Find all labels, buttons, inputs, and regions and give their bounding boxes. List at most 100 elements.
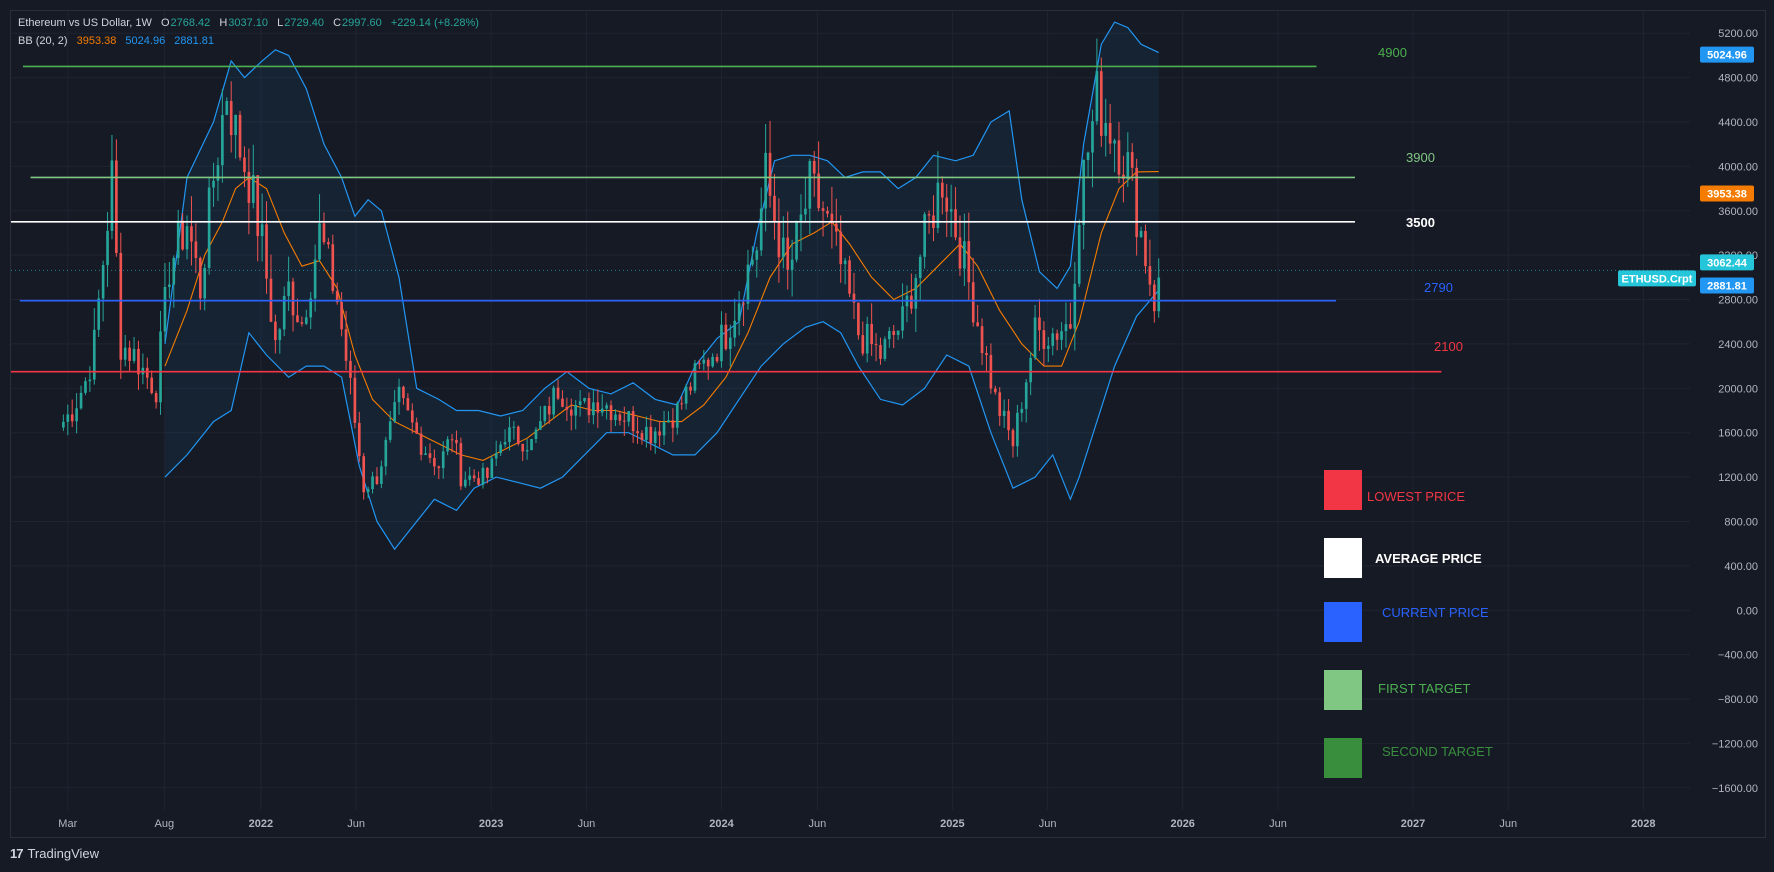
candle-body <box>1077 224 1081 284</box>
symbol-title[interactable]: Ethereum vs US Dollar, 1W <box>18 17 152 29</box>
candle-body <box>203 267 207 299</box>
candle-body <box>243 157 246 173</box>
candle-body <box>1099 71 1103 136</box>
candle-body <box>190 226 193 242</box>
candle-body <box>901 306 904 331</box>
candle-body <box>1016 412 1019 447</box>
candle-body <box>1148 266 1152 285</box>
candle-body <box>349 360 352 378</box>
candle-body <box>675 403 679 428</box>
candle-body <box>1064 324 1068 332</box>
candle-body <box>976 322 979 327</box>
candle-body <box>1104 122 1108 136</box>
candle-body <box>110 160 114 231</box>
candle-body <box>296 315 299 323</box>
candle-body <box>216 165 220 181</box>
x-tick-label: 2023 <box>479 818 503 830</box>
candle-body <box>605 405 608 409</box>
badge-bb-basis: 3953.38 <box>1707 189 1747 201</box>
candle-body <box>508 427 511 443</box>
candle-body <box>1007 410 1010 431</box>
legend-swatch-average <box>1324 538 1362 578</box>
x-tick-label: 2024 <box>709 818 734 830</box>
candle-body <box>486 467 489 478</box>
x-tick-label: 2028 <box>1631 818 1655 830</box>
badge-last-price-bg <box>1700 254 1754 271</box>
candle-body <box>600 408 604 413</box>
candle-body <box>181 220 184 250</box>
candle-body <box>494 452 498 459</box>
candle-body <box>543 406 547 422</box>
x-tick-label: 2025 <box>940 818 964 830</box>
candle-body <box>821 208 825 211</box>
candle-body <box>362 456 366 493</box>
candle-body <box>79 392 83 409</box>
candle-body <box>918 256 922 278</box>
y-tick-label: 0.00 <box>1737 605 1758 617</box>
candle-body <box>671 420 675 428</box>
candle-body <box>119 252 123 360</box>
candle-body <box>539 421 542 430</box>
candle-body <box>609 405 613 421</box>
candle-body <box>830 213 834 224</box>
close-value: 2997.60 <box>342 17 382 29</box>
candle-body <box>274 321 277 341</box>
chart-header: Ethereum vs US Dollar, 1W O2768.42 H3037… <box>18 17 485 29</box>
candle-body <box>764 152 767 209</box>
bb-lower-line <box>164 290 1160 551</box>
candle-body <box>1091 121 1094 153</box>
x-tick-label: Mar <box>58 818 77 830</box>
candle-body <box>689 386 692 391</box>
candle-body <box>472 475 476 479</box>
candle-body <box>698 363 701 365</box>
tradingview-brand[interactable]: 17 TradingView <box>10 846 99 861</box>
candle-body <box>247 172 251 203</box>
candle-body <box>137 348 140 375</box>
candle-body <box>574 405 578 416</box>
candle-body <box>812 160 816 174</box>
candle-body <box>693 363 697 391</box>
candle-body <box>954 209 957 238</box>
candle-body <box>653 431 657 443</box>
y-tick-label: 3600.00 <box>1718 206 1758 218</box>
candle-body <box>786 237 790 270</box>
candle-body <box>737 303 741 321</box>
candle-body <box>428 453 432 458</box>
x-tick-label: Jun <box>808 818 826 830</box>
badge-last-price: 3062.44 <box>1707 257 1748 269</box>
candle-body <box>759 208 763 251</box>
candle-body <box>397 386 401 403</box>
open-label: O <box>160 17 170 29</box>
candle-body <box>477 478 480 485</box>
candle-body <box>393 402 396 422</box>
candle-body <box>790 259 794 270</box>
chart-frame[interactable] <box>10 10 1766 838</box>
candle-body <box>804 208 807 215</box>
y-tick-label: 1600.00 <box>1718 428 1758 440</box>
bb-indicator-label[interactable]: BB (20, 2) <box>18 35 68 47</box>
candle-body <box>371 476 374 490</box>
bb-basis-line <box>164 171 1159 461</box>
close-label: C <box>333 17 342 29</box>
x-tick-label: Jun <box>578 818 596 830</box>
candle-body <box>1020 408 1024 413</box>
candle-body <box>446 439 449 452</box>
y-tick-label: −1200.00 <box>1712 738 1758 750</box>
legend-label-first-target: FIRST TARGET <box>1378 681 1471 696</box>
badge-bb-basis-bg <box>1700 185 1754 202</box>
bb-lower-value: 2881.81 <box>174 35 215 47</box>
candle-body <box>958 237 962 269</box>
candle-body <box>424 453 427 455</box>
candle-body <box>715 356 719 362</box>
candle-body <box>163 286 167 332</box>
candle-body <box>728 337 732 350</box>
candle-body <box>865 323 869 354</box>
x-tick-label: 2022 <box>249 818 273 830</box>
candle-body <box>971 282 975 323</box>
candle-body <box>1011 430 1015 447</box>
candle-body <box>848 260 851 294</box>
y-tick-label: 2000.00 <box>1718 383 1758 395</box>
candle-body <box>949 209 953 212</box>
legend-swatch-first-target <box>1324 670 1362 710</box>
